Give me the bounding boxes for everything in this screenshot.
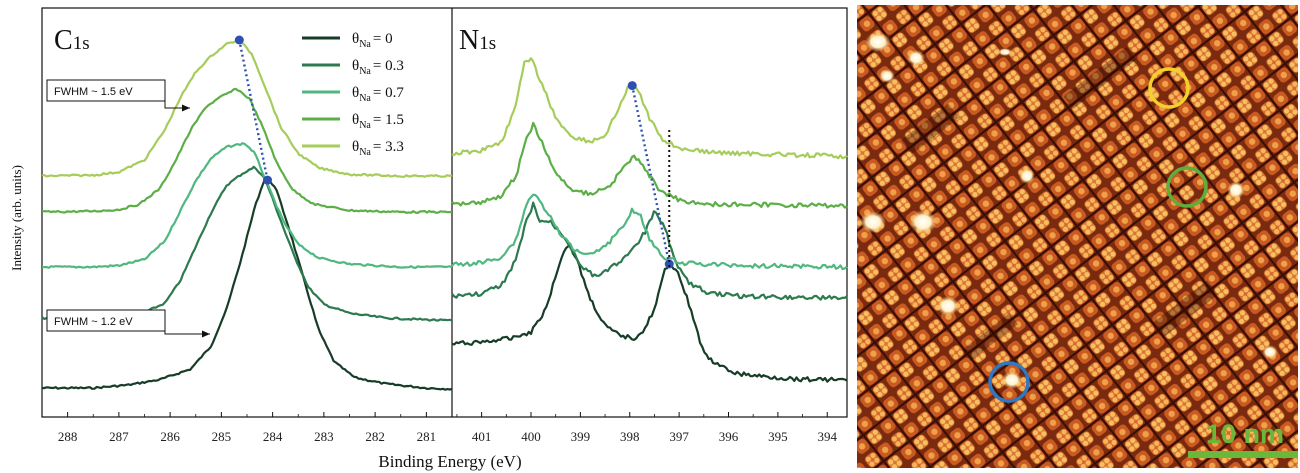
peak-marker — [234, 35, 244, 45]
peak-marker — [664, 259, 674, 269]
x-tick-label: 281 — [417, 429, 437, 444]
yellow-circle-marker — [1148, 67, 1190, 109]
x-tick-label: 282 — [365, 429, 385, 444]
peak-shift-line — [238, 39, 269, 181]
fwhm-label: FWHM ~ 1.5 eV — [54, 86, 133, 98]
x-tick-label: 398 — [620, 429, 640, 444]
x-tick-label: 285 — [212, 429, 232, 444]
x-tick-label: 288 — [58, 429, 78, 444]
legend-label: θNa = 0 — [352, 31, 393, 50]
legend-label: θNa = 1.5 — [352, 112, 404, 131]
legend-label: θNa = 3.3 — [352, 139, 404, 158]
legend: θNa = 0 θNa = 0.3 θNa = 0.7 θNa = 1.5 θNa = 3.3 — [302, 31, 404, 158]
scale-bar-label: 10 nm — [1206, 419, 1284, 449]
c1s-title: C1s — [54, 25, 90, 56]
x-axis-title: Binding Energy (eV) — [378, 452, 521, 471]
blue-circle-marker — [988, 361, 1030, 403]
x-tick-label: 284 — [263, 429, 283, 444]
series-line-1 — [451, 201, 848, 301]
x-tick-label: 399 — [571, 429, 591, 444]
x-tick-label: 287 — [109, 429, 129, 444]
fwhm-box — [46, 79, 166, 102]
series-line-3 — [41, 87, 453, 214]
x-tick-label: 401 — [472, 429, 492, 444]
series-line-0 — [41, 177, 453, 391]
series-line-2 — [41, 142, 453, 269]
scale-bar — [1188, 451, 1298, 458]
n1s-plot — [451, 57, 848, 383]
x-tick-label: 396 — [719, 429, 739, 444]
peak-marker — [627, 81, 637, 91]
fwhm-arrowhead — [202, 330, 210, 338]
fwhm-annotations: FWHM ~ 1.5 eV FWHM ~ 1.2 eV — [46, 79, 210, 338]
fwhm-label: FWHM ~ 1.2 eV — [54, 316, 133, 328]
fwhm-leader — [164, 331, 210, 335]
peak-shift-line — [631, 85, 671, 265]
x-tick-label: 395 — [768, 429, 788, 444]
stm-image: 10 nm — [857, 5, 1298, 468]
series-line-3 — [451, 121, 848, 209]
n1s-x-axis: 401 400 399 398 397 396 395 394 — [456, 412, 838, 444]
series-line-0 — [451, 245, 848, 383]
x-tick-label: 397 — [669, 429, 689, 444]
series-line-1 — [41, 165, 453, 322]
c1s-x-axis: 288 287 286 285 284 283 282 281 — [41, 412, 453, 444]
x-tick-label: 286 — [160, 429, 180, 444]
x-tick-label: 400 — [521, 429, 541, 444]
series-line-2 — [451, 193, 848, 271]
c1s-peak-markers — [234, 35, 272, 185]
bright-adsorbates — [860, 32, 1278, 389]
legend-label: θNa = 0.7 — [352, 85, 404, 104]
series-line-4 — [451, 57, 848, 160]
series-line-4 — [41, 38, 453, 178]
green-circle-marker — [1166, 166, 1208, 208]
n1s-title: N1s — [459, 25, 496, 56]
fwhm-box — [46, 309, 166, 332]
legend-label: θNa = 0.3 — [352, 58, 404, 77]
y-axis-title: Intensity (arb. units) — [9, 165, 24, 271]
x-tick-label: 283 — [314, 429, 334, 444]
fwhm-arrowhead — [182, 104, 190, 112]
x-tick-label: 394 — [818, 429, 838, 444]
n1s-peak-markers — [627, 81, 674, 269]
fwhm-leader — [164, 101, 190, 109]
peak-marker — [263, 175, 272, 185]
